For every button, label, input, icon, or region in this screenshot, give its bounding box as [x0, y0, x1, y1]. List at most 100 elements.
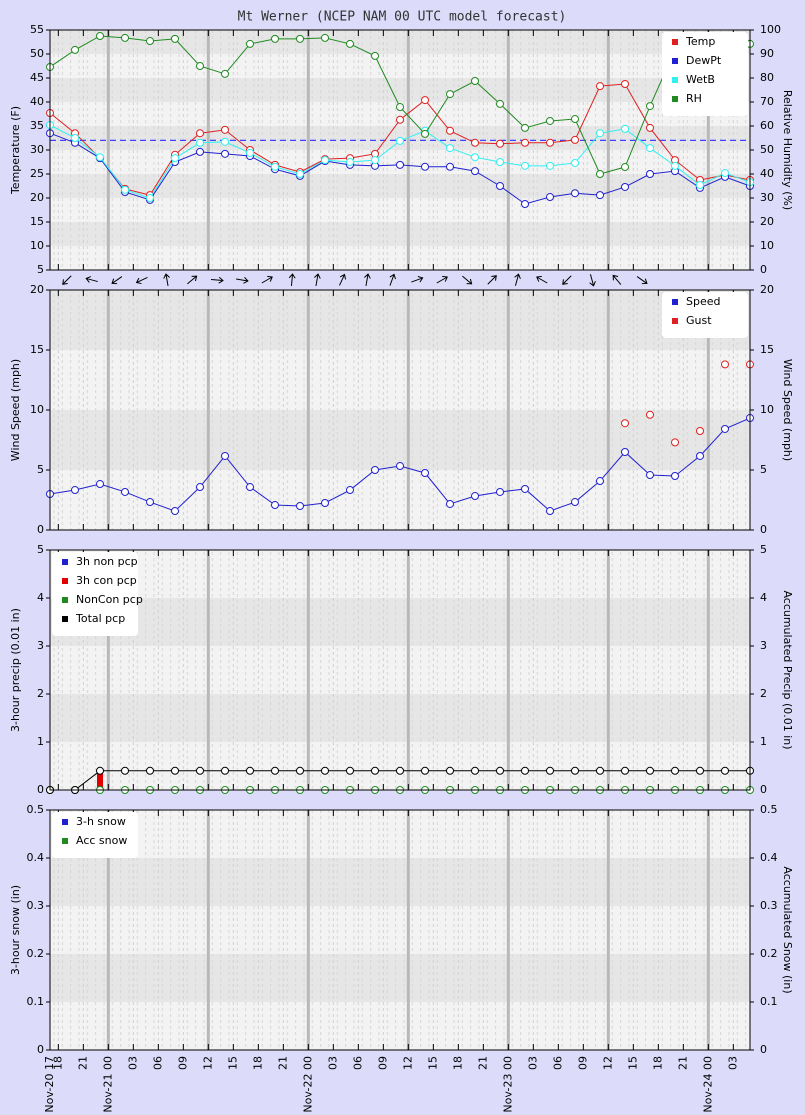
point — [721, 766, 729, 775]
legend-box — [52, 812, 138, 858]
point — [71, 45, 79, 54]
y2-tick-label: 3 — [760, 639, 767, 652]
y-tick-label: 0.3 — [27, 899, 45, 912]
point — [471, 153, 479, 162]
y2-tick-label: 0.3 — [760, 899, 778, 912]
y-tick-label: 2 — [37, 687, 44, 700]
point — [646, 102, 654, 111]
y-axis-label: Temperature (F) — [9, 106, 22, 195]
point — [271, 501, 279, 510]
point — [496, 158, 504, 166]
wind-arrow — [636, 276, 648, 285]
point — [296, 766, 304, 775]
point — [196, 766, 204, 775]
x-tick-label: 18 — [51, 1056, 64, 1070]
point — [446, 126, 454, 135]
y-axis-label: 3-hour snow (in) — [9, 885, 22, 975]
point — [471, 77, 479, 85]
plot-frame — [49, 29, 751, 271]
y-tick-label: 4 — [37, 591, 44, 604]
y-tick-label: 10 — [30, 403, 44, 416]
point — [446, 499, 454, 508]
point — [421, 96, 429, 105]
point — [471, 766, 479, 775]
wind-arrow — [514, 273, 521, 286]
point — [671, 438, 679, 447]
y2-tick-label: 5 — [760, 543, 767, 556]
legend-label: 3-h snow — [76, 815, 126, 828]
point — [321, 499, 329, 507]
legend-swatch — [62, 838, 68, 844]
point — [496, 487, 504, 496]
x-tick-label: 12 — [201, 1056, 214, 1070]
y-tick-label: 30 — [30, 143, 44, 156]
hatch — [50, 290, 750, 530]
point — [471, 492, 479, 501]
x-tick-label: Nov-23 00 — [501, 1056, 514, 1113]
point — [571, 189, 579, 198]
chart-title: Mt Werner (NCEP NAM 00 UTC model forecas… — [238, 10, 567, 25]
y2-tick-label: 60 — [760, 119, 774, 132]
point — [346, 486, 354, 495]
point — [446, 144, 454, 153]
x-tick-label: 12 — [601, 1056, 614, 1070]
y-tick-label: 20 — [30, 283, 44, 296]
point — [321, 766, 329, 775]
y-tick-label: 40 — [30, 95, 44, 108]
point — [471, 138, 479, 147]
point — [596, 129, 604, 138]
x-tick-label: 06 — [551, 1056, 564, 1070]
point — [396, 462, 404, 471]
wind-arrow — [62, 275, 72, 285]
point — [621, 448, 629, 456]
y2-tick-label: 0 — [760, 523, 767, 536]
x-tick-label: Nov-24 00 — [701, 1056, 714, 1113]
point — [221, 69, 229, 78]
point — [646, 471, 654, 480]
y-tick-label: 3 — [37, 639, 44, 652]
x-tick-label: Nov-21 00 — [101, 1056, 114, 1113]
point — [446, 90, 454, 99]
point — [246, 39, 254, 48]
point — [521, 123, 529, 132]
point — [646, 123, 654, 132]
y2-tick-label: 20 — [760, 283, 774, 296]
legend-label: WetB — [686, 73, 715, 86]
point — [721, 169, 729, 178]
legend-label: Temp — [685, 35, 715, 48]
plot-frame — [49, 289, 751, 531]
point — [221, 125, 229, 134]
wind-arrow — [85, 276, 98, 283]
point — [596, 477, 604, 486]
point — [571, 135, 579, 144]
y-tick-label: 15 — [30, 343, 44, 356]
point — [246, 148, 254, 157]
point — [171, 766, 179, 775]
y-axis-label: Wind Speed (mph) — [9, 359, 22, 461]
point — [446, 766, 454, 775]
wind-arrow — [236, 277, 249, 284]
legend-label: RH — [686, 92, 702, 105]
x-tick-label: 12 — [401, 1056, 414, 1070]
legend-label: DewPt — [686, 54, 722, 67]
y2-tick-label: 40 — [760, 167, 774, 180]
y2-axis-label: Relative Humidity (%) — [781, 90, 794, 210]
legend-swatch — [672, 299, 678, 305]
point — [221, 766, 229, 775]
point — [696, 181, 704, 190]
point — [496, 766, 504, 775]
point — [146, 37, 154, 46]
y2-tick-label: 20 — [760, 215, 774, 228]
point — [546, 138, 554, 147]
point — [271, 162, 279, 171]
wind-arrow — [364, 273, 371, 286]
y2-tick-label: 2 — [760, 687, 767, 700]
hatch — [50, 550, 750, 790]
point — [521, 161, 529, 170]
point — [171, 34, 179, 43]
point — [596, 191, 604, 200]
legend: 3h non pcp 3h con pcp NonCon pcp Total pcp — [52, 552, 143, 636]
y-tick-label: 55 — [30, 23, 44, 36]
point — [646, 766, 654, 775]
x-tick-label: 21 — [476, 1056, 489, 1070]
